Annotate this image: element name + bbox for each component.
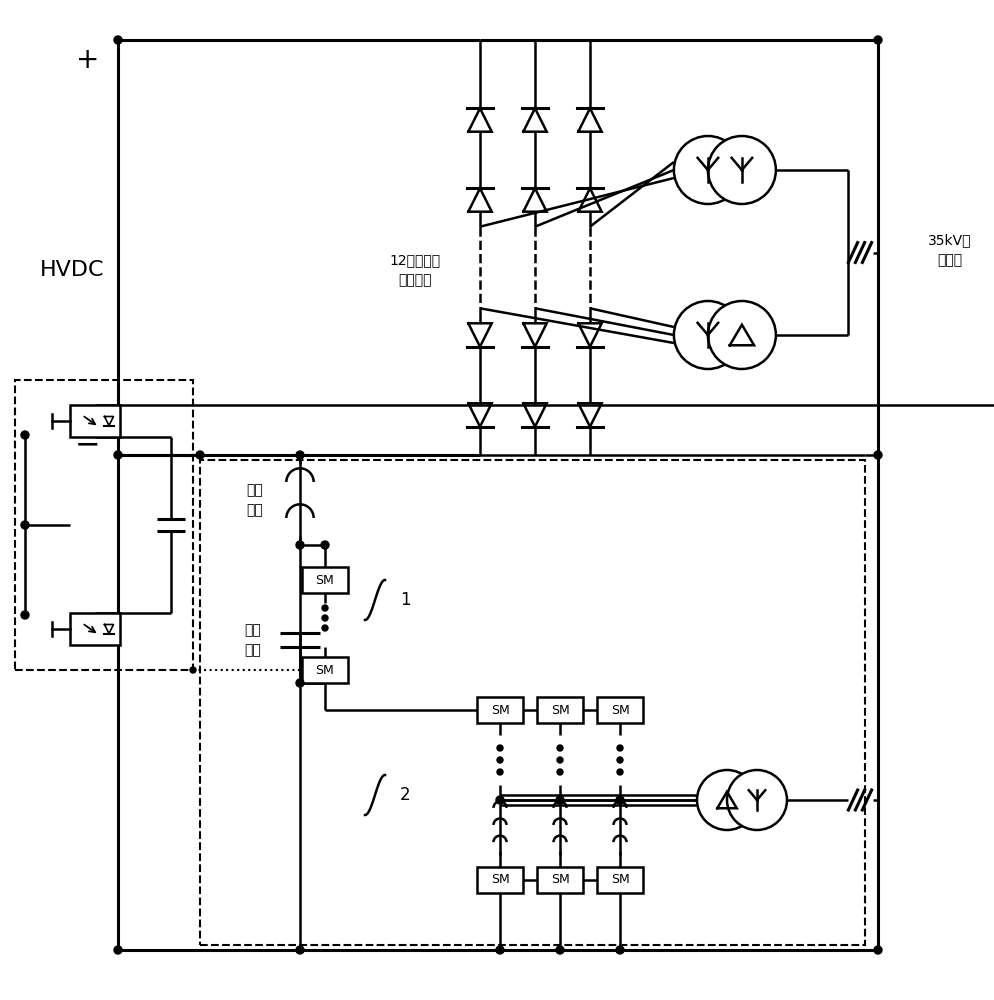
Text: SM: SM [610, 704, 629, 716]
Circle shape [21, 611, 29, 619]
Circle shape [495, 796, 504, 804]
Bar [15, 380, 193, 670]
Polygon shape [104, 416, 113, 426]
Polygon shape [578, 323, 601, 347]
Text: 滤波
电容: 滤波 电容 [245, 623, 261, 657]
Circle shape [556, 796, 564, 804]
Bar [596, 697, 642, 723]
Bar [70, 405, 120, 437]
Text: −: − [76, 430, 100, 460]
Circle shape [707, 301, 775, 369]
Polygon shape [468, 323, 491, 347]
Circle shape [557, 745, 563, 751]
Polygon shape [523, 108, 546, 132]
Circle shape [322, 615, 328, 621]
Circle shape [873, 946, 881, 954]
Polygon shape [578, 188, 601, 212]
Bar [70, 613, 120, 645]
Bar [302, 657, 348, 683]
Circle shape [295, 451, 304, 459]
Circle shape [496, 745, 503, 751]
Text: HVDC: HVDC [40, 260, 104, 280]
Circle shape [496, 757, 503, 763]
Circle shape [616, 769, 622, 775]
Circle shape [21, 521, 29, 529]
Circle shape [673, 136, 742, 204]
Bar [200, 460, 864, 945]
Circle shape [496, 769, 503, 775]
Circle shape [557, 769, 563, 775]
Circle shape [616, 745, 622, 751]
Bar [537, 867, 582, 893]
Circle shape [556, 946, 564, 954]
Text: 2: 2 [400, 786, 410, 804]
Text: SM: SM [610, 874, 629, 886]
Circle shape [322, 605, 328, 611]
Polygon shape [468, 108, 491, 132]
Polygon shape [104, 624, 113, 634]
Polygon shape [468, 403, 491, 427]
Circle shape [873, 36, 881, 44]
Circle shape [114, 946, 122, 954]
Circle shape [673, 301, 742, 369]
Polygon shape [523, 403, 546, 427]
Circle shape [697, 770, 756, 830]
Text: 35kV风
场内网: 35kV风 场内网 [927, 233, 971, 267]
Polygon shape [523, 323, 546, 347]
Bar [537, 697, 582, 723]
Text: 12脉动二极
管整流桥: 12脉动二极 管整流桥 [389, 253, 440, 287]
Circle shape [190, 667, 196, 673]
Text: +: + [77, 46, 99, 74]
Circle shape [114, 451, 122, 459]
Text: 1: 1 [400, 591, 410, 609]
Bar [302, 567, 348, 593]
Text: SM: SM [550, 874, 569, 886]
Polygon shape [578, 108, 601, 132]
Circle shape [295, 541, 304, 549]
Circle shape [707, 136, 775, 204]
Circle shape [322, 625, 328, 631]
Circle shape [727, 770, 786, 830]
Bar [476, 697, 523, 723]
Text: SM: SM [315, 574, 334, 586]
Circle shape [21, 431, 29, 439]
Circle shape [321, 541, 329, 549]
Text: 滤波
电感: 滤波 电感 [247, 483, 263, 517]
Circle shape [295, 679, 304, 687]
Bar [596, 867, 642, 893]
Circle shape [114, 36, 122, 44]
Circle shape [495, 946, 504, 954]
Circle shape [873, 451, 881, 459]
Polygon shape [523, 188, 546, 212]
Circle shape [196, 451, 204, 459]
Text: SM: SM [490, 874, 509, 886]
Text: SM: SM [550, 704, 569, 716]
Polygon shape [468, 188, 491, 212]
Polygon shape [578, 403, 601, 427]
Circle shape [615, 946, 623, 954]
Circle shape [615, 796, 623, 804]
Bar [476, 867, 523, 893]
Circle shape [557, 757, 563, 763]
Circle shape [295, 946, 304, 954]
Text: SM: SM [315, 664, 334, 676]
Text: SM: SM [490, 704, 509, 716]
Circle shape [616, 757, 622, 763]
